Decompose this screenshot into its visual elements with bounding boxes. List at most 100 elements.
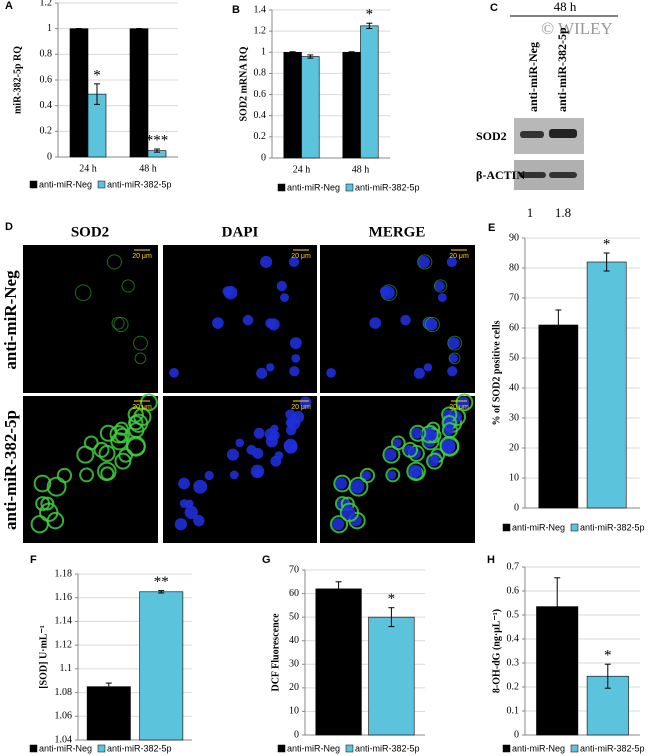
bar: [368, 616, 415, 736]
significance-label: *: [604, 648, 612, 664]
nucleus: [264, 428, 278, 441]
sod2-signal: [79, 467, 94, 483]
nucleus: [447, 366, 458, 377]
nucleus: [384, 448, 397, 461]
legend-swatch: [570, 744, 579, 753]
scale-bar-label: 20 μm: [291, 404, 311, 411]
nucleus: [235, 438, 245, 448]
bar: [86, 686, 131, 741]
y-tick-label: 0: [47, 151, 52, 162]
legend-label: anti-miR-382-5p: [107, 743, 172, 753]
legend-swatch: [345, 183, 354, 192]
bar: [283, 51, 302, 159]
nucleus: [291, 353, 301, 363]
y-tick-label: 20: [509, 442, 519, 453]
sod2-signal: [409, 424, 427, 442]
y-tick-label: 70: [289, 564, 299, 575]
legend-label: anti-miR-382-5p: [355, 743, 420, 753]
legend-label: anti-miR-Neg: [287, 743, 340, 753]
panel-letter: B: [232, 4, 240, 16]
legend-label: anti-miR-382-5p: [355, 182, 420, 192]
legend-label: anti-miR-Neg: [39, 179, 92, 189]
legend-label: anti-miR-Neg: [39, 743, 92, 753]
sod2-signal: [134, 352, 147, 365]
nucleus: [229, 470, 239, 480]
nucleus: [289, 337, 302, 350]
y-axis-label: DCF Fluorescence: [270, 613, 281, 692]
bar: [586, 261, 627, 509]
sod2-signal: [114, 421, 129, 436]
nucleus: [193, 479, 208, 494]
sod2-signal: [97, 461, 117, 482]
bar: [538, 324, 579, 509]
nucleus: [285, 417, 296, 428]
blot-ratio: 1: [527, 205, 534, 220]
legend-swatch: [97, 180, 106, 189]
significance-label: *: [366, 7, 374, 23]
nucleus: [341, 505, 356, 519]
y-tick-label: 0.6: [40, 74, 53, 85]
legend-label: anti-miR-382-5p: [580, 743, 645, 753]
bar: [360, 25, 379, 159]
sod2-signal: [114, 452, 132, 470]
sod2-signal: [441, 422, 458, 439]
y-tick-label: 0.6: [507, 585, 520, 596]
bar: [301, 56, 320, 159]
sod2-signal: [39, 502, 59, 522]
y-tick-label: 1.06: [55, 711, 73, 722]
y-axis-label: SOD2 mRNA RQ: [238, 46, 249, 121]
nucleus: [260, 255, 273, 268]
nucleus: [404, 444, 415, 455]
sod2-signal: [385, 467, 401, 483]
blot-row-label: β-ACTIN: [476, 168, 525, 182]
y-axis-label: [SOD] U·mL⁻¹: [38, 625, 49, 689]
nucleus: [267, 318, 280, 331]
blot-band: [549, 129, 577, 138]
y-tick-label: 1: [47, 23, 52, 34]
sod2-signal: [424, 316, 440, 333]
nucleus: [423, 363, 433, 372]
nucleus: [441, 438, 456, 453]
y-tick-label: 0: [261, 152, 266, 163]
panel-letter: D: [5, 221, 13, 233]
sod2-signal: [46, 476, 67, 497]
y-tick-label: 0.2: [507, 681, 520, 692]
y-tick-label: 0: [294, 729, 299, 740]
y-tick-label: 1.16: [55, 592, 73, 603]
nucleus: [387, 470, 397, 480]
panel-letter: C: [490, 2, 498, 14]
y-tick-label: 1.08: [55, 687, 73, 698]
scale-bar-label: 20 μm: [449, 253, 469, 260]
blot-band: [520, 131, 544, 138]
bar: [139, 591, 184, 741]
column-header: MERGE: [369, 224, 426, 240]
nucleus: [408, 464, 422, 479]
nucleus: [184, 505, 198, 519]
significance-label: *: [93, 67, 101, 83]
row-label: anti-miR-382-5p: [1, 410, 20, 530]
sod2-signal: [426, 452, 444, 470]
panel-letter: H: [487, 554, 495, 566]
legend-swatch: [277, 183, 286, 192]
nucleus: [276, 280, 287, 292]
sod2-signal: [93, 441, 110, 458]
nucleus: [434, 280, 445, 292]
scale-bar-label: 20 μm: [291, 253, 311, 260]
nucleus: [266, 363, 275, 372]
legend-swatch: [29, 744, 38, 753]
y-tick-label: 0.8: [40, 49, 53, 60]
lane-label: anti-miR-382-5p: [555, 27, 569, 112]
nucleus: [299, 396, 312, 409]
sod2-signal: [359, 467, 376, 484]
nucleus: [447, 337, 460, 350]
y-tick-label: 40: [509, 382, 519, 393]
y-tick-label: 10: [289, 706, 299, 717]
significance-label: *: [603, 236, 611, 252]
y-tick-label: 0: [514, 502, 519, 513]
y-tick-label: 1.04: [55, 734, 73, 745]
nucleus: [285, 409, 296, 420]
panel-letter: E: [488, 222, 495, 234]
scale-bar-label: 20 μm: [449, 404, 469, 411]
column-header: SOD2: [71, 224, 109, 240]
